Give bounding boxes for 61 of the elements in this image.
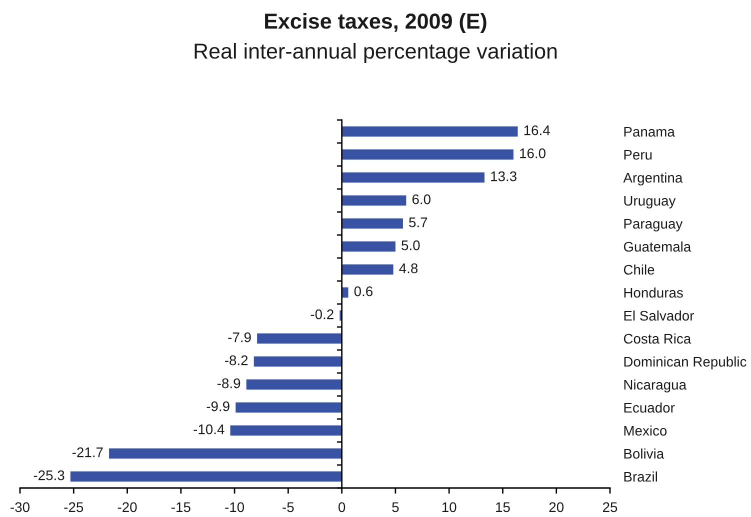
data-label: -9.9 — [206, 401, 230, 412]
y-tick-label: Panama — [624, 126, 675, 137]
x-tick-label: 10 — [442, 502, 456, 512]
y-tick-label: Brazil — [624, 471, 657, 482]
chart-subtitle: Real inter-annual percentage variation — [194, 42, 557, 64]
bar — [246, 379, 342, 390]
bar — [109, 448, 342, 459]
x-tick-label: 15 — [496, 502, 510, 512]
y-tick-label: El Salvador — [624, 310, 694, 321]
data-label: -8.2 — [224, 355, 248, 366]
y-tick-label: Dominican Republic — [624, 356, 746, 370]
data-label: -21.7 — [72, 447, 103, 458]
bar — [70, 471, 342, 482]
y-tick-label: Honduras — [624, 287, 683, 298]
x-tick-label: -5 — [282, 502, 294, 512]
data-label: -25.3 — [34, 470, 64, 480]
bar — [342, 126, 518, 137]
data-label: 0.6 — [354, 286, 373, 296]
bar — [342, 149, 514, 160]
x-tick-label: -10 — [225, 502, 244, 512]
y-tick-label: Chile — [624, 264, 654, 275]
y-tick-label: Paraguay — [624, 218, 683, 232]
x-tick-label: -15 — [171, 502, 190, 512]
y-tick-label: Mexico — [624, 425, 667, 436]
bar — [342, 264, 394, 275]
x-tick-label: 0 — [338, 502, 346, 512]
data-label: -8.9 — [217, 378, 240, 388]
x-tick-label: 25 — [602, 502, 618, 512]
y-tick-label: Guatemala — [624, 241, 692, 252]
data-label: -0.2 — [310, 309, 334, 320]
data-label: 16.0 — [520, 148, 546, 158]
data-label: -7.9 — [228, 332, 251, 342]
y-tick-label: Peru — [624, 150, 652, 160]
bar — [342, 241, 396, 252]
bar — [236, 402, 342, 413]
y-tick-label: Nicaragua — [624, 379, 686, 392]
x-tick-label: 20 — [549, 502, 564, 512]
x-tick-label: -20 — [118, 502, 137, 512]
x-tick-label: -25 — [64, 502, 84, 512]
data-label: 5.7 — [409, 218, 428, 228]
y-tick-label: Costa Rica — [624, 333, 692, 344]
data-label: 16.4 — [524, 125, 550, 136]
bar — [257, 333, 342, 344]
data-label: 13.3 — [491, 171, 516, 182]
y-tick-label: Uruguay — [624, 196, 676, 208]
x-tick-label: -30 — [10, 502, 30, 512]
bar — [342, 172, 484, 183]
bar — [342, 287, 348, 298]
bar — [342, 195, 406, 206]
bar — [342, 218, 403, 229]
y-tick-label: Bolivia — [624, 448, 664, 459]
data-label: 5.0 — [402, 240, 420, 250]
y-tick-label: Ecuador — [624, 402, 675, 413]
bar — [254, 356, 342, 367]
y-tick-label: Argentina — [623, 172, 683, 186]
data-label: 6.0 — [412, 194, 430, 204]
chart-title: Excise taxes, 2009 (E) — [265, 12, 486, 34]
bar — [230, 425, 342, 436]
data-label: 4.8 — [399, 263, 418, 274]
data-label: -10.4 — [194, 424, 224, 434]
x-tick-label: 5 — [392, 502, 399, 512]
